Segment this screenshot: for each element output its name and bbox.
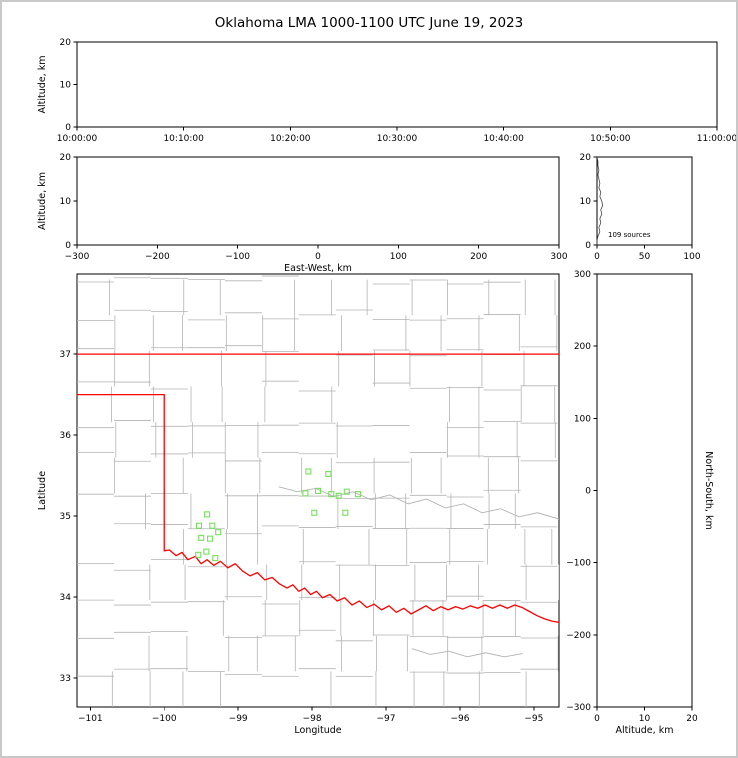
source-point xyxy=(335,492,342,499)
y-tick-label: 20 xyxy=(580,153,592,163)
source-point xyxy=(209,522,216,529)
source-point xyxy=(305,468,312,475)
source-point xyxy=(204,511,211,518)
x-tick-label: 50 xyxy=(639,252,651,262)
panel-map: −101 −100 −99 −98 −97 −96 −95 33 34 35 36 37 Longitu… xyxy=(37,273,560,736)
panel-ns-altitude: 0 10 20 300 200 100 0 −100 −200 −300 Altitude, km N… xyxy=(566,270,714,736)
panel-alt-histogram: 0 50 100 0 10 20 109 sources xyxy=(580,153,701,262)
y-tick-label: 37 xyxy=(60,350,71,360)
panel-time-altitude: 10:00:00 10:10:00 10:20:00 10:30:00 10:40:00… xyxy=(37,38,738,144)
x-tick-label: −96 xyxy=(450,714,469,724)
sources-count-label: 109 sources xyxy=(608,231,651,239)
y-tick-label: 0 xyxy=(585,241,591,251)
state-border xyxy=(77,393,559,623)
x-tick-label: 10:20:00 xyxy=(270,134,311,144)
y-tick-label: 10 xyxy=(60,197,72,207)
source-point xyxy=(302,490,309,497)
x-tick-label: −99 xyxy=(229,714,248,724)
panel-ew-altitude: −300 −200 −100 0 100 200 300 0 10 20 East-West, km… xyxy=(37,153,568,274)
county-boundaries xyxy=(77,275,559,707)
x-tick-label: 200 xyxy=(470,252,487,262)
x-tick-label: −100 xyxy=(225,252,250,262)
x-tick-label: −101 xyxy=(78,714,103,724)
source-point xyxy=(311,509,318,516)
y-tick-label: 300 xyxy=(574,270,591,280)
source-point xyxy=(325,470,332,477)
river-line xyxy=(278,486,559,520)
y-tick-label: 20 xyxy=(60,38,72,48)
altitude-histogram-line xyxy=(596,156,604,245)
y-tick-label: 35 xyxy=(60,512,71,522)
source-point xyxy=(195,551,202,558)
source-point xyxy=(203,548,210,555)
source-point xyxy=(354,491,361,498)
source-point xyxy=(342,509,349,516)
lma-sources xyxy=(195,468,361,562)
y-tick-label: 100 xyxy=(574,414,591,424)
y-tick-label: −100 xyxy=(566,559,591,569)
x-tick-label: −300 xyxy=(65,252,90,262)
x-tick-label: −98 xyxy=(303,714,322,724)
source-point xyxy=(207,535,214,542)
source-point xyxy=(198,534,205,541)
x-tick-label: 300 xyxy=(550,252,567,262)
y-tick-label: 10 xyxy=(580,197,592,207)
y-tick-label: 0 xyxy=(65,123,71,133)
source-point xyxy=(343,488,350,495)
x-axis-label: Altitude, km xyxy=(616,725,674,736)
source-point xyxy=(328,491,335,498)
y-tick-label: 200 xyxy=(574,342,591,352)
x-tick-label: −95 xyxy=(524,714,543,724)
x-tick-label: 100 xyxy=(390,252,407,262)
x-tick-label: 10:00:00 xyxy=(57,134,98,144)
source-point xyxy=(314,487,322,494)
y-axis-label: Altitude, km xyxy=(37,172,48,230)
x-tick-label: 10:40:00 xyxy=(483,134,524,144)
y-tick-label: −300 xyxy=(566,703,591,713)
y-axis-label: Latitude xyxy=(37,471,48,510)
x-tick-label: 20 xyxy=(686,714,698,724)
y-tick-label: 36 xyxy=(60,431,72,441)
y-tick-label: 10 xyxy=(60,81,72,91)
source-point xyxy=(195,522,203,529)
map-content xyxy=(77,275,559,707)
figure-title: Oklahoma LMA 1000-1100 UTC June 19, 2023 xyxy=(214,15,524,31)
y-tick-label: 0 xyxy=(65,241,71,251)
x-axis-label: Longitude xyxy=(294,725,341,736)
x-tick-label: 11:00:00 xyxy=(697,134,738,144)
source-point xyxy=(212,555,219,562)
x-tick-label: 10:10:00 xyxy=(163,134,204,144)
y-tick-label: 33 xyxy=(60,674,71,684)
x-tick-label: 10:50:00 xyxy=(590,134,631,144)
x-tick-label: 10:30:00 xyxy=(377,134,418,144)
x-tick-label: 100 xyxy=(683,252,700,262)
y-tick-label: 20 xyxy=(60,153,72,163)
x-tick-label: −200 xyxy=(145,252,170,262)
y-tick-label: 0 xyxy=(585,487,591,497)
y-tick-label: 34 xyxy=(60,593,72,603)
x-tick-label: −100 xyxy=(152,714,177,724)
river-line xyxy=(411,648,523,658)
x-tick-label: 0 xyxy=(315,252,321,262)
x-axis-label: East-West, km xyxy=(284,263,352,274)
x-tick-label: −97 xyxy=(377,714,396,724)
x-tick-label: 10 xyxy=(639,714,651,724)
y-tick-label: −200 xyxy=(566,631,591,641)
x-tick-label: 0 xyxy=(594,252,600,262)
source-point xyxy=(215,529,222,536)
y-axis-label: Altitude, km xyxy=(37,56,48,114)
x-tick-label: 0 xyxy=(594,714,600,724)
y-axis-label: North-South, km xyxy=(703,451,714,529)
